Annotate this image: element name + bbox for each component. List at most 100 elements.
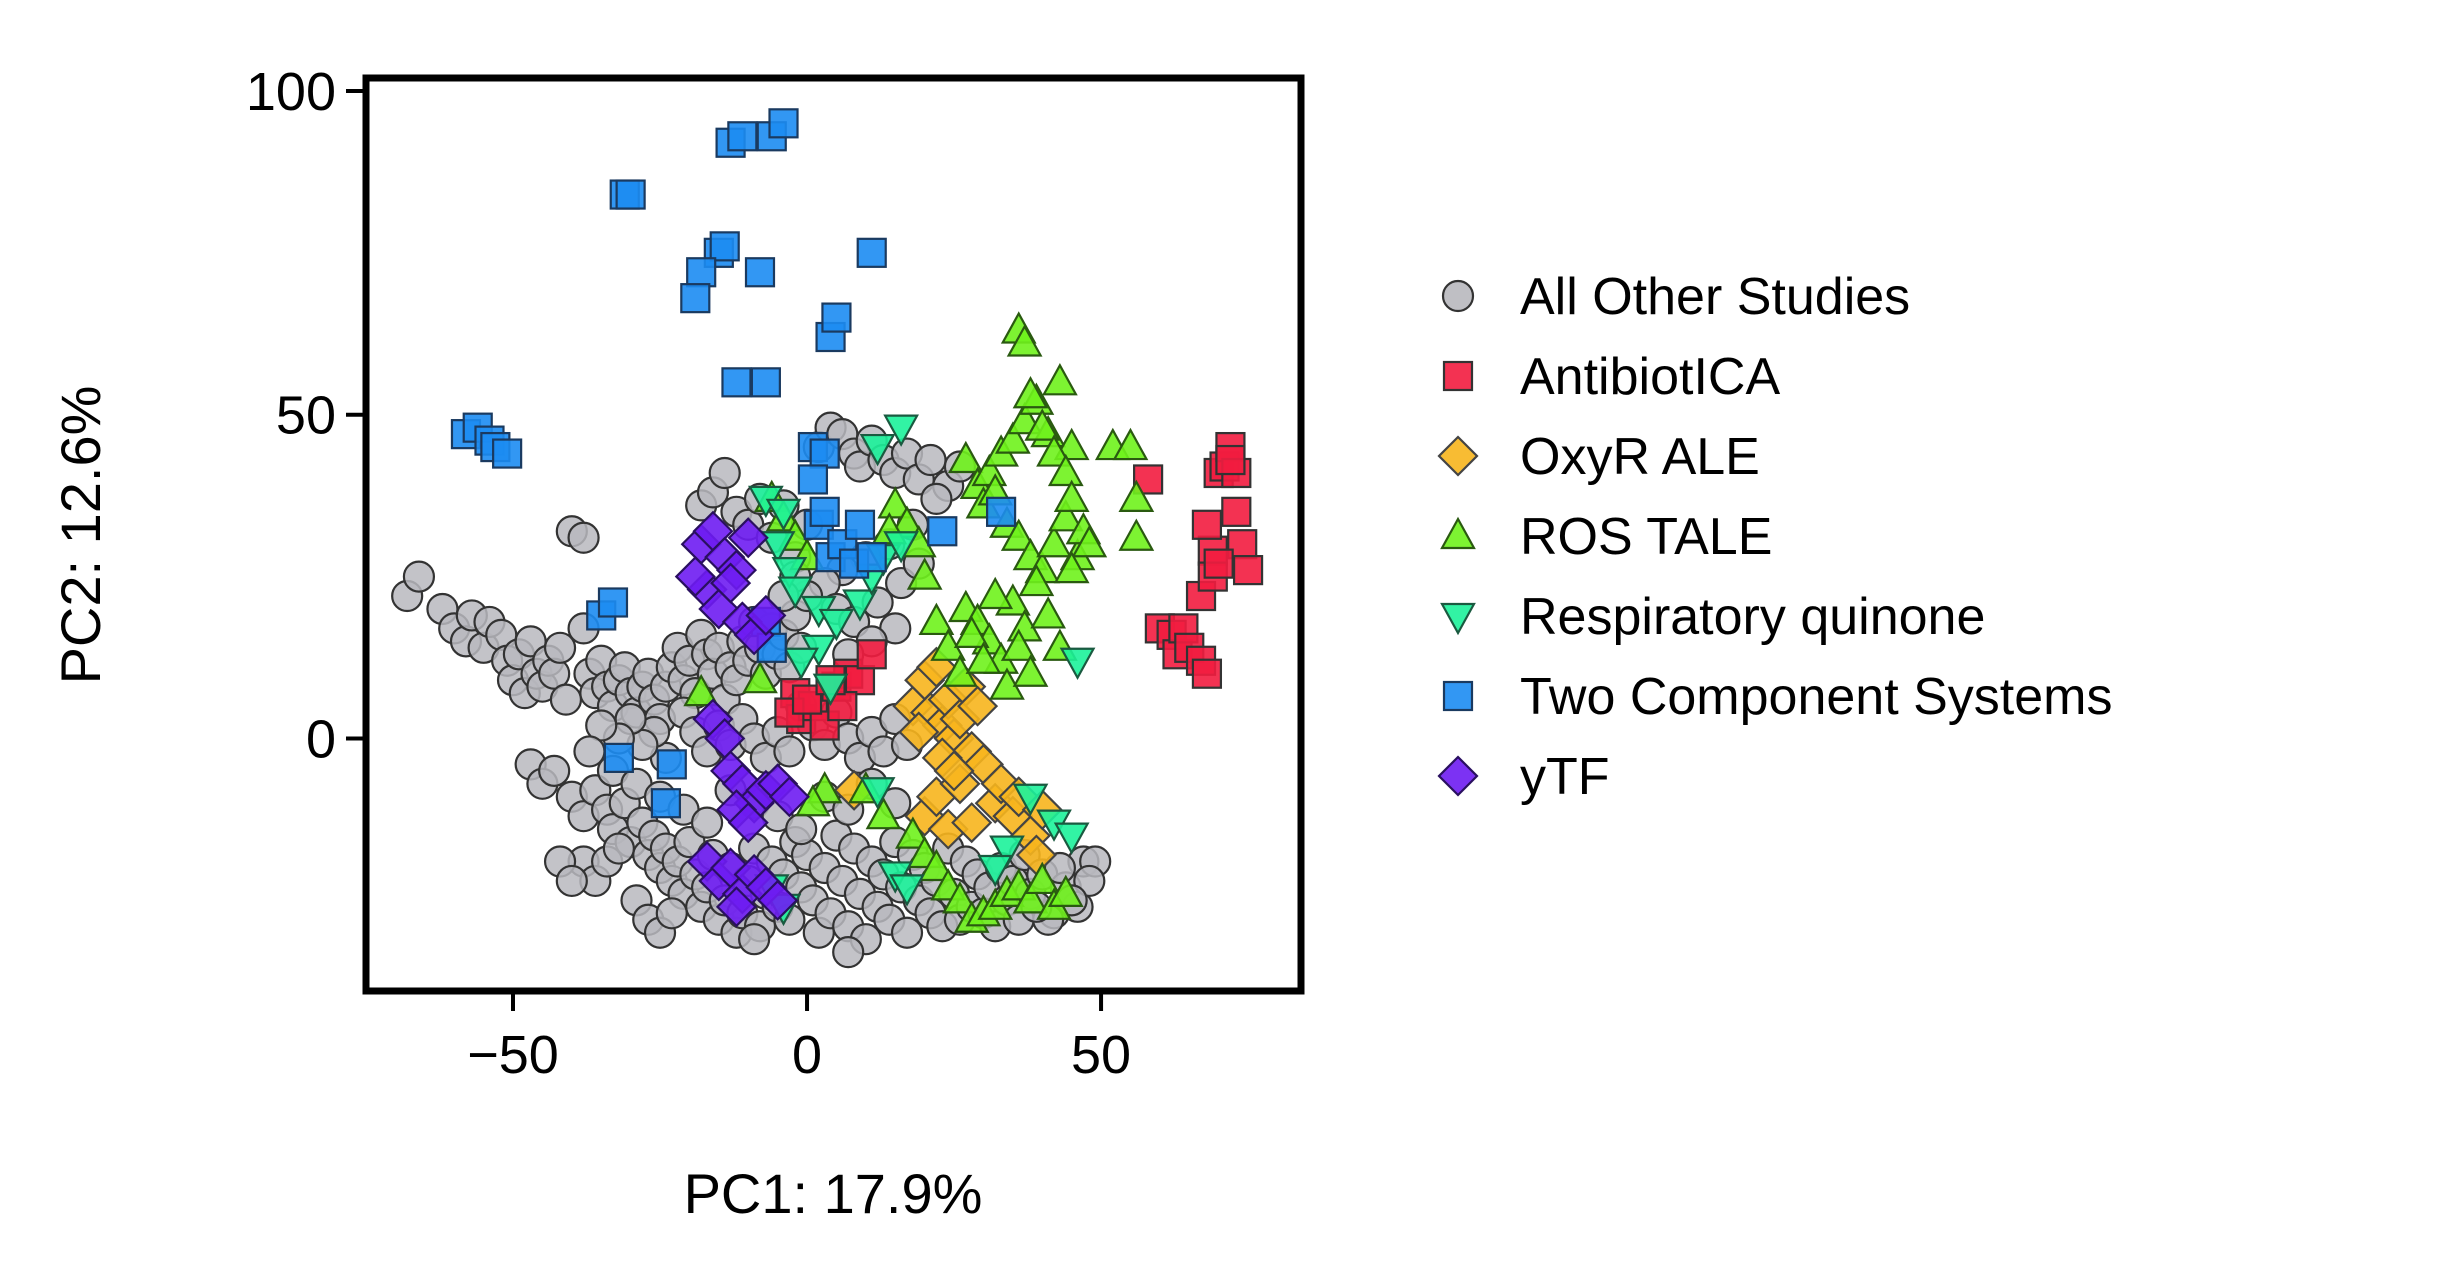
data-point xyxy=(785,813,818,846)
data-point xyxy=(708,456,741,490)
data-point xyxy=(895,816,931,849)
data-point xyxy=(402,560,436,593)
data-point xyxy=(1030,596,1067,629)
data-point xyxy=(877,486,914,519)
x-tick-label: 0 xyxy=(792,1025,822,1085)
legend-marker xyxy=(1440,516,1476,550)
data-point xyxy=(655,897,688,930)
data-point xyxy=(844,509,876,540)
x-tick-label: 50 xyxy=(1071,1025,1131,1085)
data-point xyxy=(742,660,778,694)
data-point xyxy=(1047,874,1084,907)
data-point xyxy=(797,464,829,495)
data-point xyxy=(809,496,840,527)
legend-marker xyxy=(1437,755,1479,797)
legend-marker xyxy=(1441,279,1475,313)
data-point xyxy=(859,777,896,810)
legend-entry: All Other Studies xyxy=(1441,268,1910,326)
legend-entry: yTF xyxy=(1437,748,1610,806)
data-point xyxy=(783,647,820,681)
legend: All Other Studies AntibiotICA OxyR ALE ROS … xyxy=(1437,268,2112,806)
legend-entry: Two Component Systems xyxy=(1442,668,2112,726)
data-point xyxy=(1036,524,1072,558)
data-point xyxy=(1191,509,1223,540)
data-point xyxy=(1024,861,1061,895)
data-point xyxy=(947,440,984,474)
data-point xyxy=(865,796,902,830)
data-point xyxy=(1012,376,1049,409)
data-point xyxy=(832,936,865,969)
data-point xyxy=(745,594,787,636)
data-point xyxy=(906,557,943,590)
data-point xyxy=(1012,783,1049,817)
data-point xyxy=(1018,563,1055,597)
data-point xyxy=(721,367,752,398)
legend-label: yTF xyxy=(1520,748,1610,806)
data-point xyxy=(1221,496,1252,527)
data-point xyxy=(809,438,840,469)
data-point xyxy=(759,531,796,564)
legend-marker xyxy=(1442,360,1474,392)
data-point xyxy=(1000,628,1037,661)
data-point xyxy=(603,742,634,773)
data-point xyxy=(709,231,740,262)
data-point xyxy=(1232,555,1264,586)
data-point xyxy=(690,806,724,839)
data-point xyxy=(1071,524,1108,558)
data-point xyxy=(856,237,887,268)
legend-marker xyxy=(1440,602,1476,636)
legend-label: Respiratory quinone xyxy=(1520,588,1985,646)
data-point xyxy=(1118,518,1155,551)
y-axis-title: PC2: 12.6% xyxy=(49,386,112,685)
axis-ticks: −50 0 50 0 50 100 xyxy=(246,62,1131,1085)
data-point xyxy=(549,683,583,716)
data-point xyxy=(1053,550,1090,584)
data-point xyxy=(856,542,887,573)
legend-label: ROS TALE xyxy=(1520,508,1772,566)
data-point xyxy=(933,750,975,792)
series-antibiotica xyxy=(774,431,1264,741)
data-point xyxy=(656,749,687,780)
data-point xyxy=(680,283,711,314)
data-point xyxy=(567,521,600,554)
data-points xyxy=(391,108,1264,969)
data-point xyxy=(1059,647,1096,681)
legend-label: Two Component Systems xyxy=(1520,668,2112,726)
data-point xyxy=(1053,822,1090,855)
data-point xyxy=(914,443,947,477)
data-point xyxy=(727,121,758,152)
data-point xyxy=(750,367,781,398)
legend-entry: OxyR ALE xyxy=(1437,428,1760,486)
data-point xyxy=(859,433,896,467)
data-point xyxy=(985,496,1017,527)
data-point xyxy=(821,302,852,333)
legend-marker xyxy=(1442,680,1474,712)
data-point xyxy=(1042,363,1078,396)
data-point xyxy=(777,576,814,609)
data-point xyxy=(951,802,993,844)
data-point xyxy=(1047,499,1084,532)
data-point xyxy=(953,615,990,648)
data-point xyxy=(883,531,919,564)
data-point xyxy=(1024,408,1061,441)
legend-label: OxyR ALE xyxy=(1520,428,1760,486)
data-point xyxy=(1006,324,1043,357)
legend-entry: ROS TALE xyxy=(1440,508,1772,566)
series-respiratory-quinone xyxy=(748,414,1096,927)
data-point xyxy=(883,414,919,447)
data-point xyxy=(715,886,758,928)
data-point xyxy=(765,498,802,532)
data-point xyxy=(889,874,925,907)
data-point xyxy=(744,257,776,288)
data-point xyxy=(842,589,878,622)
data-point xyxy=(927,516,958,547)
legend-entry: Respiratory quinone xyxy=(1440,588,1985,646)
plot-frame xyxy=(362,74,1305,995)
data-point xyxy=(538,754,571,787)
data-point xyxy=(686,257,717,288)
data-point xyxy=(615,179,646,210)
data-point xyxy=(727,802,769,844)
data-point xyxy=(1053,479,1090,512)
data-point xyxy=(768,776,810,818)
